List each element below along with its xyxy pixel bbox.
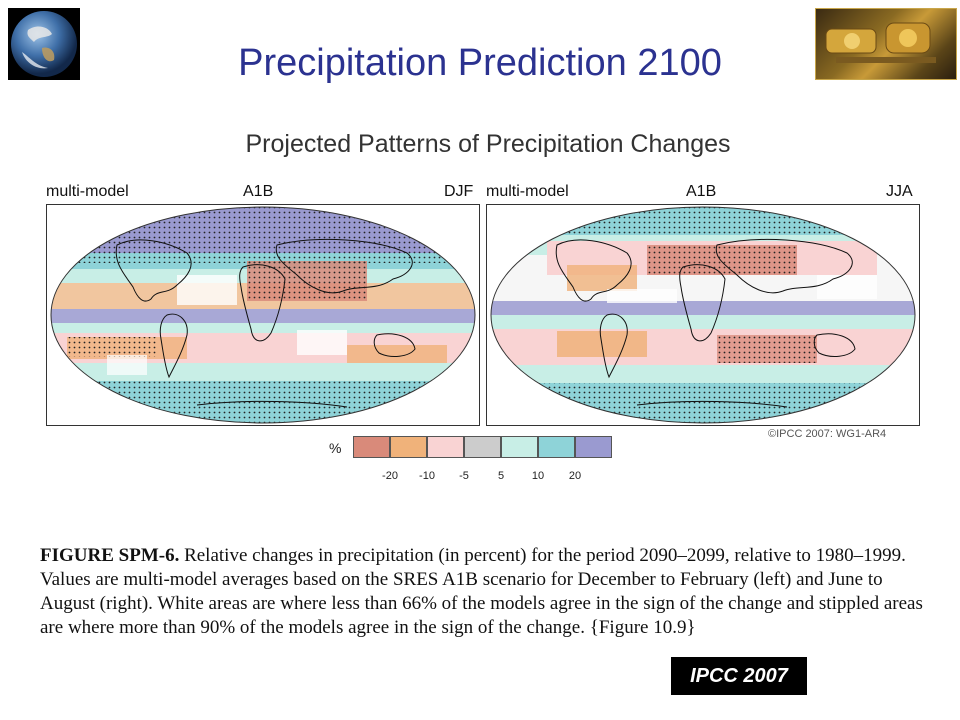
earth-image [8, 8, 80, 80]
map-right-scenario-label: A1B [686, 183, 717, 200]
map-djf [46, 204, 480, 426]
colorbar-swatch [353, 436, 390, 458]
colorbar-tick-label: -10 [419, 470, 435, 482]
map-left-scenario-label: A1B [243, 183, 274, 200]
colorbar-tick-label: 10 [531, 470, 545, 482]
colorbar-tick-label: -5 [459, 470, 469, 482]
map-right-season-label: JJA [886, 183, 913, 200]
caption-label: FIGURE SPM-6. [40, 545, 180, 566]
colorbar-swatch [464, 436, 501, 458]
colorbar-unit: % [329, 440, 342, 456]
colorbar-swatch [501, 436, 538, 458]
slide-title: Precipitation Prediction 2100 [238, 42, 722, 84]
figure-caption: FIGURE SPM-6. Relative changes in precip… [40, 544, 930, 640]
figure-title: Projected Patterns of Precipitation Chan… [245, 130, 731, 158]
map-left-season-label: DJF [444, 183, 474, 200]
ipcc-badge: IPCC 2007 [671, 657, 807, 695]
colorbar-swatch [390, 436, 427, 458]
colorbar-swatch [575, 436, 612, 458]
map-right-model-label: multi-model [486, 183, 569, 200]
colorbar-tick-label: 20 [568, 470, 582, 482]
colorbar-tick-label: -20 [382, 470, 398, 482]
colorbar-tick-label: 5 [497, 470, 505, 482]
figure-credit: ©IPCC 2007: WG1-AR4 [768, 428, 887, 440]
colorbar-swatch [427, 436, 464, 458]
map-jja [486, 204, 920, 426]
equipment-photo [815, 8, 957, 80]
caption-text: Relative changes in precipitation (in pe… [40, 545, 923, 638]
map-left-model-label: multi-model [46, 183, 129, 200]
colorbar-swatch [538, 436, 575, 458]
